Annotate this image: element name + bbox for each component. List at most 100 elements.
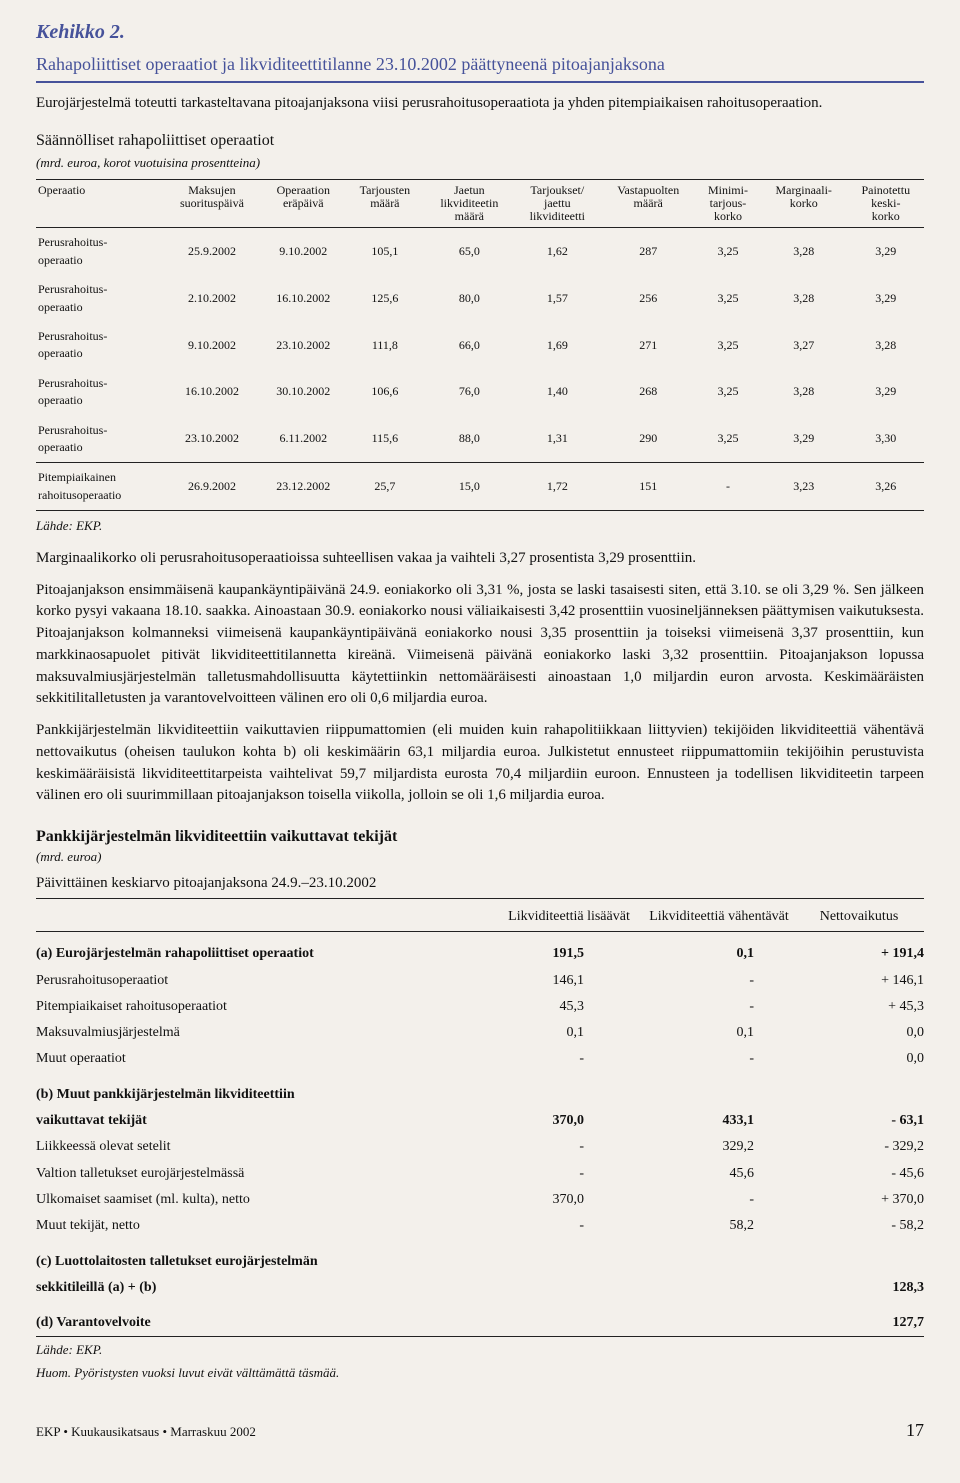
para2: Pitoajanjakson ensimmäisenä kaupankäynti… (36, 580, 924, 711)
table-row: (d) Varantovelvoite127,7 (36, 1301, 924, 1337)
table-row: vaikuttavat tekijät370,0433,1- 63,1 (36, 1108, 924, 1134)
para1: Marginaalikorko oli perusrahoitusoperaat… (36, 548, 924, 570)
table-row: (c) Luottolaitosten talletukset eurojärj… (36, 1240, 924, 1275)
cell: 256 (600, 275, 696, 322)
cell: 25.9.2002 (163, 228, 262, 275)
cell: 111,8 (345, 322, 424, 369)
cell: 3,25 (696, 275, 760, 322)
cell: 3,28 (760, 228, 848, 275)
cell: 66,0 (424, 322, 514, 369)
cell: - 329,2 (794, 1134, 924, 1160)
cell: Ulkomaiset saamiset (ml. kulta), netto (36, 1187, 494, 1213)
cell: 370,0 (494, 1108, 644, 1134)
cell (494, 1301, 644, 1337)
cell: Perusrahoitus-operaatio (36, 275, 163, 322)
ops-col-head: Operaationeräpäivä (261, 179, 345, 228)
cell: 287 (600, 228, 696, 275)
cell: 88,0 (424, 416, 514, 463)
cell: 58,2 (644, 1213, 794, 1239)
cell (644, 1240, 794, 1275)
table-row: Ulkomaiset saamiset (ml. kulta), netto37… (36, 1187, 924, 1213)
table-row: Perusrahoitus-operaatio9.10.200223.10.20… (36, 322, 924, 369)
cell: 433,1 (644, 1108, 794, 1134)
cell: 3,30 (848, 416, 924, 463)
box-label: Kehikko 2. (36, 18, 924, 47)
liq-period: Päivittäinen keskiarvo pitoajanjaksona 2… (36, 873, 924, 899)
ops-unit: (mrd. euroa, korot vuotuisina prosenttei… (36, 154, 924, 173)
page-footer: EKP • Kuukausikatsaus • Marraskuu 2002 1… (36, 1417, 924, 1443)
cell: - (644, 968, 794, 994)
cell (494, 1240, 644, 1275)
cell (644, 1073, 794, 1108)
cell (494, 1275, 644, 1301)
page-number: 17 (906, 1417, 924, 1443)
cell: - (644, 1187, 794, 1213)
cell: + 370,0 (794, 1187, 924, 1213)
liq-unit: (mrd. euroa) (36, 848, 924, 867)
cell: 106,6 (345, 369, 424, 416)
cell: + 146,1 (794, 968, 924, 994)
cell: 0,0 (794, 1046, 924, 1072)
cell: 76,0 (424, 369, 514, 416)
cell: 3,25 (696, 322, 760, 369)
cell: - (644, 994, 794, 1020)
table-row: Pitempiaikainenrahoitusoperaatio26.9.200… (36, 463, 924, 511)
cell: 0,1 (644, 932, 794, 968)
cell (794, 1073, 924, 1108)
ops-source: Lähde: EKP. (36, 517, 924, 536)
cell: 9.10.2002 (163, 322, 262, 369)
liq-col-head: Likviditeettiä lisäävät (494, 903, 644, 932)
cell: 1,57 (514, 275, 600, 322)
cell: 105,1 (345, 228, 424, 275)
cell (644, 1301, 794, 1337)
cell: 1,31 (514, 416, 600, 463)
cell: Maksuvalmiusjärjestelmä (36, 1020, 494, 1046)
cell: Pitempiaikainenrahoitusoperaatio (36, 463, 163, 511)
cell: 80,0 (424, 275, 514, 322)
cell: - (696, 463, 760, 511)
cell: - 63,1 (794, 1108, 924, 1134)
ops-col-head: Minimi-tarjous-korko (696, 179, 760, 228)
cell: 3,29 (848, 369, 924, 416)
table-row: Liikkeessä olevat setelit-329,2- 329,2 (36, 1134, 924, 1160)
table-row: Perusrahoitusoperaatiot146,1-+ 146,1 (36, 968, 924, 994)
cell: 290 (600, 416, 696, 463)
cell: - (494, 1213, 644, 1239)
table-row: (a) Eurojärjestelmän rahapoliittiset ope… (36, 932, 924, 968)
ops-col-head: Painotettukeski-korko (848, 179, 924, 228)
cell (644, 1275, 794, 1301)
cell: 15,0 (424, 463, 514, 511)
ops-col-head: Jaetunlikviditeetinmäärä (424, 179, 514, 228)
cell: sekkitileillä (a) + (b) (36, 1275, 494, 1301)
cell: Perusrahoitus-operaatio (36, 416, 163, 463)
cell: 2.10.2002 (163, 275, 262, 322)
cell: Perusrahoitus-operaatio (36, 369, 163, 416)
cell: (d) Varantovelvoite (36, 1301, 494, 1337)
liq-source: Lähde: EKP. (36, 1341, 924, 1360)
cell: 329,2 (644, 1134, 794, 1160)
ops-col-head: Vastapuoltenmäärä (600, 179, 696, 228)
cell: 0,0 (794, 1020, 924, 1046)
cell: Muut operaatiot (36, 1046, 494, 1072)
cell (794, 1240, 924, 1275)
cell: 271 (600, 322, 696, 369)
liq-col-head: Nettovaikutus (794, 903, 924, 932)
cell: 6.11.2002 (261, 416, 345, 463)
cell: 16.10.2002 (261, 275, 345, 322)
cell: 3,28 (760, 369, 848, 416)
cell: 25,7 (345, 463, 424, 511)
ops-table: OperaatioMaksujensuorituspäiväOperaation… (36, 179, 924, 511)
table-row: Muut tekijät, netto-58,2- 58,2 (36, 1213, 924, 1239)
cell: - (494, 1134, 644, 1160)
para3: Pankkijärjestelmän likviditeettiin vaiku… (36, 720, 924, 807)
cell: vaikuttavat tekijät (36, 1108, 494, 1134)
cell: 3,25 (696, 369, 760, 416)
cell: 3,29 (848, 275, 924, 322)
cell: 16.10.2002 (163, 369, 262, 416)
ops-title: Säännölliset rahapoliittiset operaatiot (36, 129, 924, 152)
cell: (c) Luottolaitosten talletukset eurojärj… (36, 1240, 494, 1275)
ops-col-head: Marginaali-korko (760, 179, 848, 228)
cell: Perusrahoitus-operaatio (36, 228, 163, 275)
cell: 45,3 (494, 994, 644, 1020)
cell: - (494, 1046, 644, 1072)
